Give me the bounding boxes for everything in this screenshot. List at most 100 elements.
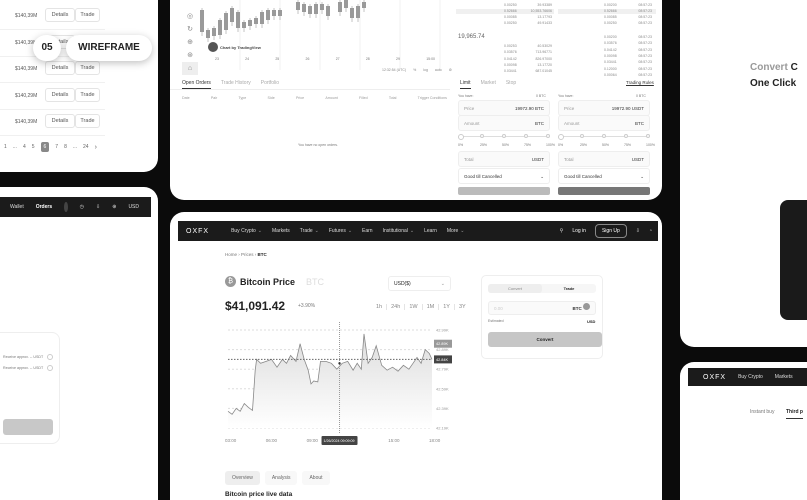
tab-portfolio[interactable]: Portfolio	[260, 80, 280, 86]
trade-button[interactable]: Trade	[75, 114, 100, 128]
time-in-force-select[interactable]: Good till Cancelled ⌄	[558, 168, 650, 184]
page-link[interactable]: 7	[55, 144, 59, 150]
magnet-icon[interactable]: ↻	[187, 26, 193, 33]
nav-institutional[interactable]: Institutional ⌄	[382, 228, 415, 234]
page-link[interactable]: ...	[72, 144, 78, 150]
radio-button[interactable]	[47, 354, 53, 360]
breadcrumb-prices[interactable]: Prices	[241, 252, 254, 257]
receive-option[interactable]: Receive approx. -- USDT	[3, 366, 44, 370]
currency-select[interactable]: USD($) ⌄	[388, 276, 451, 291]
submit-button[interactable]	[3, 419, 53, 435]
range-1w[interactable]: 1W	[404, 304, 421, 310]
orderbook-row[interactable]: 0.00253 40.53029	[456, 44, 554, 49]
chart-option[interactable]: log	[423, 68, 428, 72]
tab-about[interactable]: About	[302, 471, 330, 485]
price-input[interactable]: Price 19972.90 USDT	[558, 100, 650, 116]
details-button[interactable]: Details	[45, 61, 75, 75]
nav-futures[interactable]: Futures ⌄	[328, 228, 353, 234]
orderbook-row[interactable]: 0.52666 10,553.76606	[456, 9, 554, 14]
receive-option[interactable]: Receive approx. -- USDT	[3, 355, 44, 359]
page-link[interactable]: 1	[4, 144, 7, 150]
tab-analysis[interactable]: Analysis	[264, 471, 298, 485]
tab-instant-buy[interactable]: Instant buy	[750, 409, 775, 415]
amount-input[interactable]: 0.00 BTC	[488, 301, 596, 315]
search-icon[interactable]: ⚲	[559, 228, 564, 234]
tab-stop[interactable]: Stop	[505, 80, 517, 86]
orderbook-row[interactable]: 0.03441 687.01045	[456, 69, 554, 74]
nav-trade[interactable]: Trade ⌄	[299, 228, 319, 234]
measure-icon[interactable]: ◎	[186, 13, 194, 20]
orderbook-row[interactable]: 0.00250 49.91433	[456, 21, 554, 26]
convert-button[interactable]: Convert	[488, 332, 602, 347]
price-input[interactable]: Price 19972.90 BTC	[458, 100, 550, 116]
page-link[interactable]: 5	[31, 144, 35, 150]
globe-icon[interactable]: ⊕	[112, 204, 117, 210]
tab-limit[interactable]: Limit	[460, 80, 471, 89]
orderbook-row[interactable]: 0.00250 39.93389	[456, 3, 554, 8]
trade-button[interactable]: Trade	[75, 87, 100, 102]
trade-button[interactable]: Trade	[75, 8, 100, 22]
slider-step[interactable]	[646, 134, 650, 138]
buy-button[interactable]	[458, 187, 550, 195]
page-link[interactable]: 4	[22, 144, 26, 150]
range-3y[interactable]: 3Y	[453, 304, 470, 310]
history-icon[interactable]: ◷	[79, 204, 85, 210]
page-link[interactable]: 6	[40, 142, 50, 152]
amount-input[interactable]: Amount BTC	[458, 115, 550, 131]
nav-learn[interactable]: Learn	[424, 228, 437, 234]
slider-step[interactable]	[480, 134, 484, 138]
nav-wallet[interactable]: Wallet	[10, 204, 24, 210]
chart-option[interactable]: %	[413, 68, 417, 72]
download-icon[interactable]: ⇩	[635, 228, 640, 234]
tab-trade[interactable]: Trade	[563, 286, 575, 291]
trash-icon[interactable]: ⌂	[182, 62, 198, 75]
slider-step[interactable]	[546, 134, 550, 138]
nav-markets[interactable]: Markets	[272, 228, 290, 234]
slider-step[interactable]	[524, 134, 528, 138]
nav-buy-crypto[interactable]: Buy Crypto	[738, 374, 763, 380]
details-button[interactable]: Details	[45, 114, 75, 128]
range-1h[interactable]: 1h	[376, 304, 383, 310]
nav-buy-crypto[interactable]: Buy Crypto ⌄	[231, 228, 262, 234]
tab-convert[interactable]: Convert	[488, 284, 542, 293]
radio-button[interactable]	[47, 365, 53, 371]
page-link[interactable]: ...	[12, 144, 17, 150]
breadcrumb-home[interactable]: Home	[225, 252, 238, 257]
slider-step[interactable]	[558, 134, 564, 140]
orderbook-row[interactable]: 0.03576 713.96771	[456, 50, 554, 55]
next-page-icon[interactable]: ›	[94, 143, 97, 151]
page-link[interactable]: 24	[83, 144, 89, 150]
orderbook-row[interactable]: 0.00098 13.17720	[456, 63, 554, 68]
chart-option[interactable]: auto	[434, 68, 442, 72]
amount-slider[interactable]	[558, 134, 650, 140]
slider-step[interactable]	[602, 134, 606, 138]
amount-slider[interactable]	[458, 134, 550, 140]
trade-button[interactable]: Trade	[75, 61, 100, 75]
total-input[interactable]: Total USDT	[558, 151, 650, 167]
slider-step[interactable]	[624, 134, 628, 138]
signup-button[interactable]: Sign Up	[594, 224, 627, 238]
sell-button[interactable]	[558, 187, 650, 195]
login-link[interactable]: Log in	[572, 228, 586, 234]
settings-icon[interactable]: ⚙	[448, 68, 452, 72]
range-1y[interactable]: 1Y	[438, 304, 454, 310]
details-button[interactable]: Details	[45, 8, 75, 22]
currency-button[interactable]: USD	[128, 204, 139, 210]
tab-open-orders[interactable]: Open Orders	[182, 80, 211, 89]
brand-logo[interactable]: OXFX	[186, 227, 210, 235]
tab-market[interactable]: Market	[480, 80, 496, 86]
range-1m[interactable]: 1M	[421, 304, 439, 310]
slider-step[interactable]	[502, 134, 506, 138]
tab-overview[interactable]: Overview	[225, 471, 260, 485]
total-input[interactable]: Total USDT	[458, 151, 550, 167]
details-button[interactable]: Details	[45, 87, 75, 102]
range-24h[interactable]: 24h	[386, 304, 404, 310]
nav-orders[interactable]: Orders	[35, 204, 53, 210]
orderbook-row[interactable]: 0.04142 826.97000	[456, 57, 554, 62]
time-in-force-select[interactable]: Good till Cancelled ⌄	[458, 168, 550, 184]
slider-step[interactable]	[458, 134, 464, 140]
nav-earn[interactable]: Earn	[362, 228, 373, 234]
page-link[interactable]: 8	[64, 144, 67, 150]
lock-icon[interactable]: ⊛	[187, 52, 193, 59]
nav-markets[interactable]: Markets	[774, 374, 793, 380]
